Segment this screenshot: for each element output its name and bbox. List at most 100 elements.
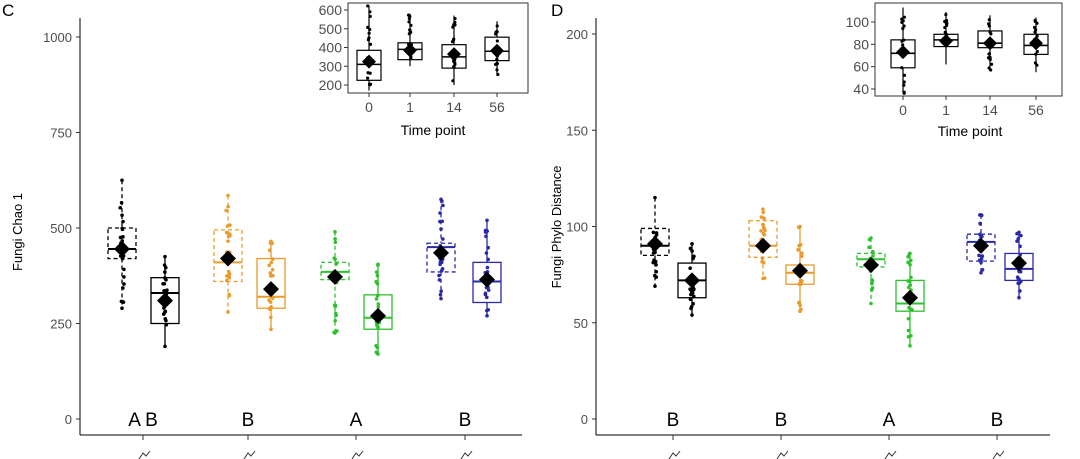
significance-letter: B: [459, 410, 472, 431]
data-point: [484, 251, 489, 255]
inset-data-point: [368, 42, 373, 46]
data-point: [908, 283, 913, 287]
data-point: [906, 328, 911, 333]
data-point: [906, 316, 911, 321]
inset-data-point: [367, 31, 371, 35]
data-point: [908, 251, 912, 256]
data-point: [908, 344, 912, 348]
data-point: [268, 274, 273, 278]
data-point: [798, 303, 802, 308]
significance-letter: B: [242, 410, 255, 431]
inset-y-tick-label: 600: [319, 2, 343, 18]
inset-data-point: [902, 73, 907, 77]
x-tick-label: [460, 450, 473, 459]
data-point: [441, 203, 445, 208]
data-point: [484, 295, 489, 300]
data-point: [441, 237, 445, 241]
data-point: [906, 254, 910, 259]
data-point: [118, 205, 122, 210]
inset-data-point: [987, 52, 991, 56]
data-point: [652, 258, 656, 263]
inset-data-point: [368, 10, 372, 14]
significance-letter: B: [991, 410, 1004, 431]
box-0: [107, 178, 137, 311]
data-point: [225, 224, 230, 228]
inset-data-point: [451, 79, 455, 83]
data-point: [374, 297, 379, 301]
box-3: [256, 239, 286, 332]
data-point: [269, 260, 274, 265]
inset-data-point: [495, 57, 499, 62]
significance-letter: B: [667, 410, 680, 431]
data-point: [227, 272, 232, 276]
data-point: [165, 288, 169, 292]
box-6: [966, 213, 996, 275]
inset-data-point: [902, 80, 906, 84]
mean-marker: [370, 307, 386, 324]
inset-data-point: [408, 28, 412, 32]
data-point: [121, 286, 125, 290]
data-point: [688, 246, 693, 251]
data-point: [120, 227, 125, 232]
inset-data-point: [900, 39, 904, 43]
data-point: [486, 308, 491, 312]
data-point: [909, 333, 913, 338]
inset-data-point: [495, 39, 499, 43]
y-tick-label: 0: [581, 412, 588, 427]
data-point: [375, 273, 380, 278]
inset-data-point: [989, 62, 994, 66]
mean-marker: [479, 271, 495, 288]
inset-data-point: [368, 27, 372, 32]
data-point: [908, 262, 912, 267]
inset-box-1: [933, 11, 959, 65]
data-point: [269, 327, 273, 332]
box-1: [677, 242, 707, 317]
y-tick-label: 250: [50, 317, 72, 332]
x-tick-label: [992, 450, 1005, 459]
mean-marker: [433, 244, 449, 261]
inset-data-point: [408, 14, 412, 18]
panel-letter-c: C: [2, 1, 14, 20]
y-tick-label: 1000: [43, 30, 72, 45]
data-point: [437, 278, 442, 282]
inset-data-point: [902, 83, 906, 87]
data-point: [163, 344, 167, 349]
data-point: [374, 270, 379, 274]
inset-mean-marker: [983, 36, 997, 51]
inset-data-point: [1034, 28, 1038, 32]
data-point: [909, 258, 913, 263]
data-point: [980, 268, 985, 272]
data-point: [691, 288, 695, 293]
data-point: [438, 211, 442, 215]
data-point: [224, 278, 229, 283]
inset-y-tick-label: 300: [319, 58, 343, 74]
inset-box-56: [1023, 17, 1049, 73]
inset-data-point: [1032, 25, 1037, 30]
data-point: [651, 230, 656, 235]
data-point: [653, 195, 657, 200]
inset-x-tick-label: 14: [446, 99, 462, 115]
inset-plot-phylo: Time point 40 60 80 100 0 1 14 56: [846, 2, 1063, 139]
box-5: [895, 251, 925, 348]
data-point: [797, 282, 802, 286]
data-point: [437, 273, 441, 278]
data-point: [376, 305, 381, 309]
inset-box-0: [890, 7, 916, 95]
data-point: [690, 249, 694, 253]
inset-data-point: [365, 76, 370, 80]
data-point: [439, 227, 443, 231]
inset-box-0: [356, 4, 382, 91]
data-point: [163, 310, 167, 314]
data-point: [980, 254, 985, 258]
box-1: [150, 254, 180, 349]
inset-x-axis-label: Time point: [938, 123, 1003, 139]
data-point: [224, 208, 228, 213]
data-point: [226, 310, 230, 314]
inset-data-point: [943, 25, 947, 30]
data-point: [689, 304, 694, 309]
data-point: [798, 309, 802, 314]
inset-data-point: [368, 83, 372, 87]
data-point: [438, 259, 443, 264]
inset-x-tick-label: 1: [406, 99, 414, 115]
inset-data-point: [1035, 21, 1039, 25]
